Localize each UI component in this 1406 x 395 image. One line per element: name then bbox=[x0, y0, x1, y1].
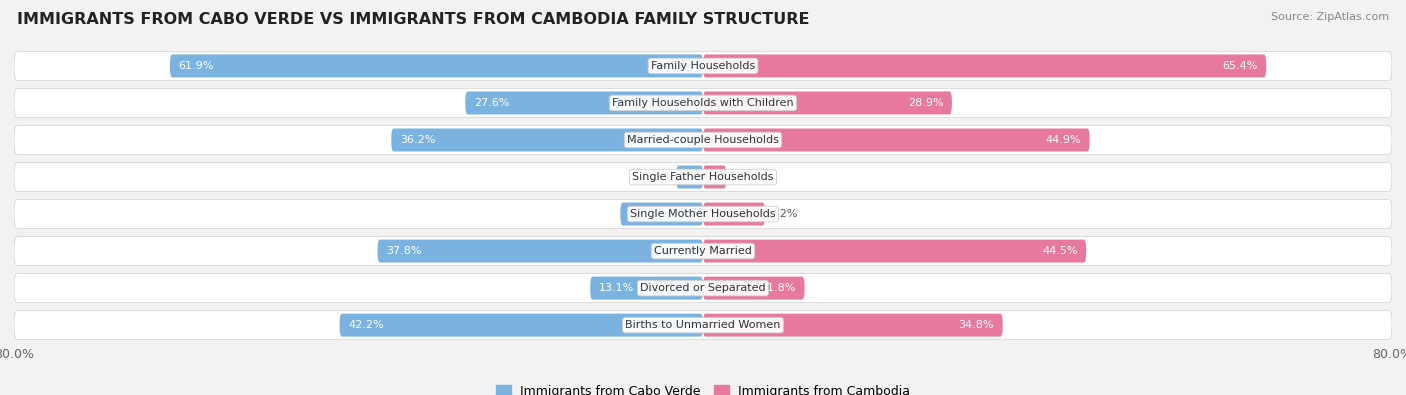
Text: Source: ZipAtlas.com: Source: ZipAtlas.com bbox=[1271, 12, 1389, 22]
FancyBboxPatch shape bbox=[14, 51, 1392, 80]
Text: 37.8%: 37.8% bbox=[387, 246, 422, 256]
FancyBboxPatch shape bbox=[591, 276, 703, 299]
Text: Divorced or Separated: Divorced or Separated bbox=[640, 283, 766, 293]
FancyBboxPatch shape bbox=[703, 314, 1002, 337]
Text: Family Households with Children: Family Households with Children bbox=[612, 98, 794, 108]
Text: Family Households: Family Households bbox=[651, 61, 755, 71]
FancyBboxPatch shape bbox=[340, 314, 703, 337]
Text: 65.4%: 65.4% bbox=[1222, 61, 1257, 71]
Text: Married-couple Households: Married-couple Households bbox=[627, 135, 779, 145]
FancyBboxPatch shape bbox=[14, 237, 1392, 265]
FancyBboxPatch shape bbox=[703, 276, 804, 299]
Text: 44.5%: 44.5% bbox=[1042, 246, 1077, 256]
FancyBboxPatch shape bbox=[620, 203, 703, 226]
FancyBboxPatch shape bbox=[170, 55, 703, 77]
Text: Single Mother Households: Single Mother Households bbox=[630, 209, 776, 219]
Text: IMMIGRANTS FROM CABO VERDE VS IMMIGRANTS FROM CAMBODIA FAMILY STRUCTURE: IMMIGRANTS FROM CABO VERDE VS IMMIGRANTS… bbox=[17, 12, 810, 27]
FancyBboxPatch shape bbox=[703, 240, 1087, 263]
FancyBboxPatch shape bbox=[14, 126, 1392, 154]
FancyBboxPatch shape bbox=[703, 55, 1267, 77]
FancyBboxPatch shape bbox=[465, 92, 703, 115]
Text: 42.2%: 42.2% bbox=[349, 320, 384, 330]
Text: 34.8%: 34.8% bbox=[959, 320, 994, 330]
Legend: Immigrants from Cabo Verde, Immigrants from Cambodia: Immigrants from Cabo Verde, Immigrants f… bbox=[491, 380, 915, 395]
Text: 61.9%: 61.9% bbox=[179, 61, 214, 71]
Text: 7.2%: 7.2% bbox=[769, 209, 797, 219]
Text: 2.7%: 2.7% bbox=[731, 172, 759, 182]
Text: Single Father Households: Single Father Households bbox=[633, 172, 773, 182]
FancyBboxPatch shape bbox=[676, 166, 703, 188]
Text: 11.8%: 11.8% bbox=[761, 283, 796, 293]
Text: 28.9%: 28.9% bbox=[908, 98, 943, 108]
FancyBboxPatch shape bbox=[14, 199, 1392, 228]
FancyBboxPatch shape bbox=[703, 92, 952, 115]
FancyBboxPatch shape bbox=[14, 88, 1392, 117]
Text: Currently Married: Currently Married bbox=[654, 246, 752, 256]
Text: 27.6%: 27.6% bbox=[474, 98, 509, 108]
FancyBboxPatch shape bbox=[703, 166, 727, 188]
Text: 13.1%: 13.1% bbox=[599, 283, 634, 293]
Text: 44.9%: 44.9% bbox=[1046, 135, 1081, 145]
FancyBboxPatch shape bbox=[14, 311, 1392, 340]
FancyBboxPatch shape bbox=[377, 240, 703, 263]
FancyBboxPatch shape bbox=[703, 128, 1090, 151]
FancyBboxPatch shape bbox=[703, 203, 765, 226]
FancyBboxPatch shape bbox=[14, 274, 1392, 303]
FancyBboxPatch shape bbox=[391, 128, 703, 151]
Text: 9.6%: 9.6% bbox=[628, 209, 658, 219]
Text: 3.1%: 3.1% bbox=[644, 172, 672, 182]
Text: Births to Unmarried Women: Births to Unmarried Women bbox=[626, 320, 780, 330]
FancyBboxPatch shape bbox=[14, 163, 1392, 192]
Text: 36.2%: 36.2% bbox=[399, 135, 436, 145]
